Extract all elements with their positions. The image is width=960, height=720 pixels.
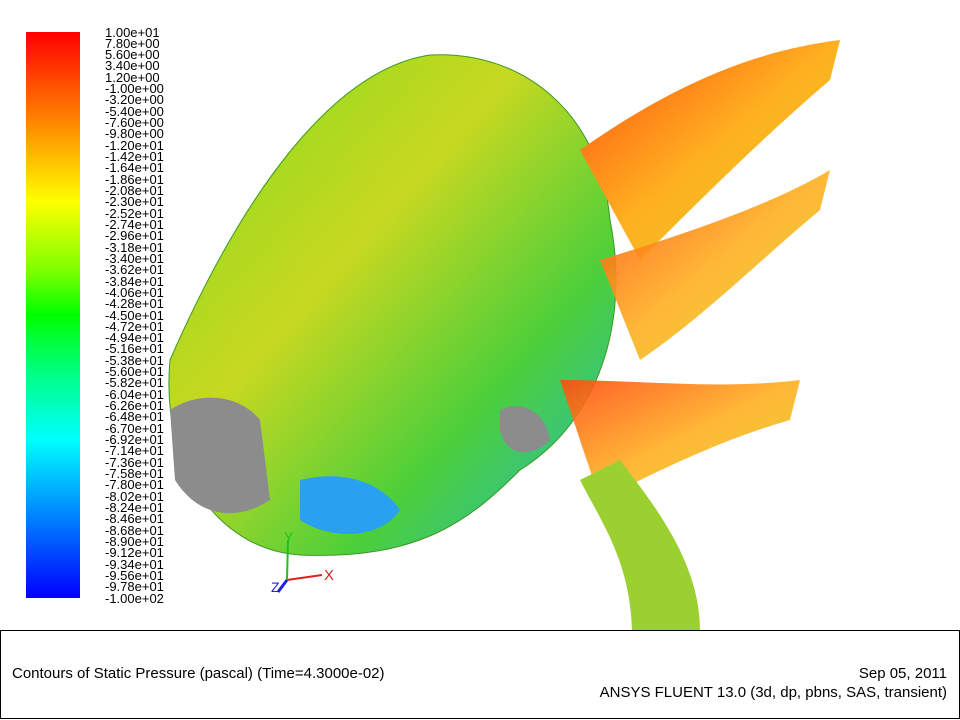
axis-y — [286, 539, 289, 581]
plot-title: Contours of Static Pressure (pascal) (Ti… — [12, 665, 385, 682]
colorbar-label: -1.00e+02 — [105, 590, 164, 606]
scene: X Y Z — [168, 40, 840, 630]
colorbar-label: -5.60e+01 — [105, 364, 164, 380]
colorbar — [26, 32, 80, 598]
colorbar-label: 1.20e+00 — [105, 69, 160, 85]
colorbar-label: -4.50e+01 — [105, 307, 164, 323]
wake-stem — [580, 460, 700, 630]
wake-upper — [580, 40, 840, 260]
colorbar-label: -4.72e+01 — [105, 318, 164, 334]
colorbar-label: -1.20e+01 — [105, 137, 164, 153]
colorbar-label: -9.56e+01 — [105, 567, 164, 583]
colorbar-label: -4.06e+01 — [105, 284, 164, 300]
colorbar-label: -7.36e+01 — [105, 454, 164, 470]
colorbar-label: 7.80e+00 — [105, 35, 160, 51]
colorbar-label: -4.28e+01 — [105, 296, 164, 312]
colorbar-label: -1.42e+01 — [105, 149, 164, 165]
colorbar-label: -6.92e+01 — [105, 432, 164, 448]
colorbar-label: -2.30e+01 — [105, 194, 164, 210]
colorbar-label: -2.74e+01 — [105, 216, 164, 232]
colorbar-label: -5.38e+01 — [105, 352, 164, 368]
axis-z — [276, 579, 289, 593]
colorbar-label: -1.86e+01 — [105, 171, 164, 187]
colorbar-label: -3.18e+01 — [105, 239, 164, 255]
colorbar-label: -9.80e+00 — [105, 126, 164, 142]
colorbar-label: -8.02e+01 — [105, 488, 164, 504]
date: Sep 05, 2011 — [858, 665, 947, 682]
colorbar-label: -7.80e+01 — [105, 477, 164, 493]
colorbar-label: -5.82e+01 — [105, 375, 164, 391]
colorbar-label: -5.40e+00 — [105, 103, 164, 119]
axis-y-label: Y — [284, 529, 294, 545]
colorbar-label: -6.48e+01 — [105, 409, 164, 425]
axis-x — [286, 574, 323, 581]
software-info: ANSYS FLUENT 13.0 (3d, dp, pbns, SAS, tr… — [599, 684, 947, 701]
colorbar-label: -2.96e+01 — [105, 228, 164, 244]
colorbar-label: -2.52e+01 — [105, 205, 164, 221]
colorbar-label: -2.08e+01 — [105, 182, 164, 198]
colorbar-label: -6.04e+01 — [105, 386, 164, 402]
colorbar-label: -9.34e+01 — [105, 556, 164, 572]
colorbar-label: -3.40e+01 — [105, 250, 164, 266]
colorbar-label: -8.46e+01 — [105, 511, 164, 527]
colorbar-label: -6.70e+01 — [105, 420, 164, 436]
colorbar-label: -6.26e+01 — [105, 398, 164, 414]
colorbar-label: 5.60e+00 — [105, 47, 160, 63]
colorbar-label: -7.60e+00 — [105, 115, 164, 131]
colorbar-label: -9.12e+01 — [105, 545, 164, 561]
colorbar-label: -5.16e+01 — [105, 341, 164, 357]
colorbar-label: -1.64e+01 — [105, 160, 164, 176]
axis-x-label: X — [324, 567, 334, 584]
colorbar-label: -3.20e+00 — [105, 92, 164, 108]
colorbar-label: -3.62e+01 — [105, 262, 164, 278]
colorbar-label: -7.58e+01 — [105, 465, 164, 481]
colorbar-labels: 1.00e+01 7.80e+00 5.60e+00 3.40e+00 1.20e+00… — [0, 0, 200, 620]
low-pressure-core — [300, 476, 400, 534]
axis-z-label: Z — [271, 579, 280, 595]
footer: Contours of Static Pressure (pascal) (Ti… — [0, 630, 960, 719]
tip-gray — [500, 406, 550, 453]
colorbar-label: -9.78e+01 — [105, 579, 164, 595]
colorbar-label: 1.00e+01 — [105, 24, 160, 40]
colorbar-label: -8.68e+01 — [105, 522, 164, 538]
colorbar-label: -3.84e+01 — [105, 273, 164, 289]
colorbar-label: -4.94e+01 — [105, 330, 164, 346]
colorbar-label: 3.40e+00 — [105, 58, 160, 74]
wake-mid — [600, 170, 830, 360]
colorbar-label: -7.14e+01 — [105, 443, 164, 459]
colorbar-label: -8.90e+01 — [105, 533, 164, 549]
colorbar-label: -1.00e+00 — [105, 81, 164, 97]
colorbar-label: -8.24e+01 — [105, 499, 164, 515]
hub-gray — [170, 397, 270, 514]
